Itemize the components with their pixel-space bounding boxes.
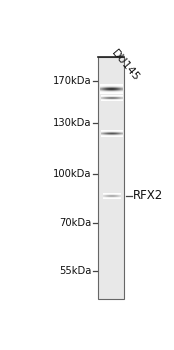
Text: 130kDa: 130kDa — [53, 118, 91, 128]
Bar — [98, 57, 124, 299]
Text: 55kDa: 55kDa — [59, 266, 91, 276]
Text: 70kDa: 70kDa — [59, 218, 91, 228]
Text: 170kDa: 170kDa — [53, 76, 91, 86]
Text: DU145: DU145 — [110, 48, 142, 83]
Text: 100kDa: 100kDa — [53, 169, 91, 179]
Text: RFX2: RFX2 — [133, 189, 163, 202]
